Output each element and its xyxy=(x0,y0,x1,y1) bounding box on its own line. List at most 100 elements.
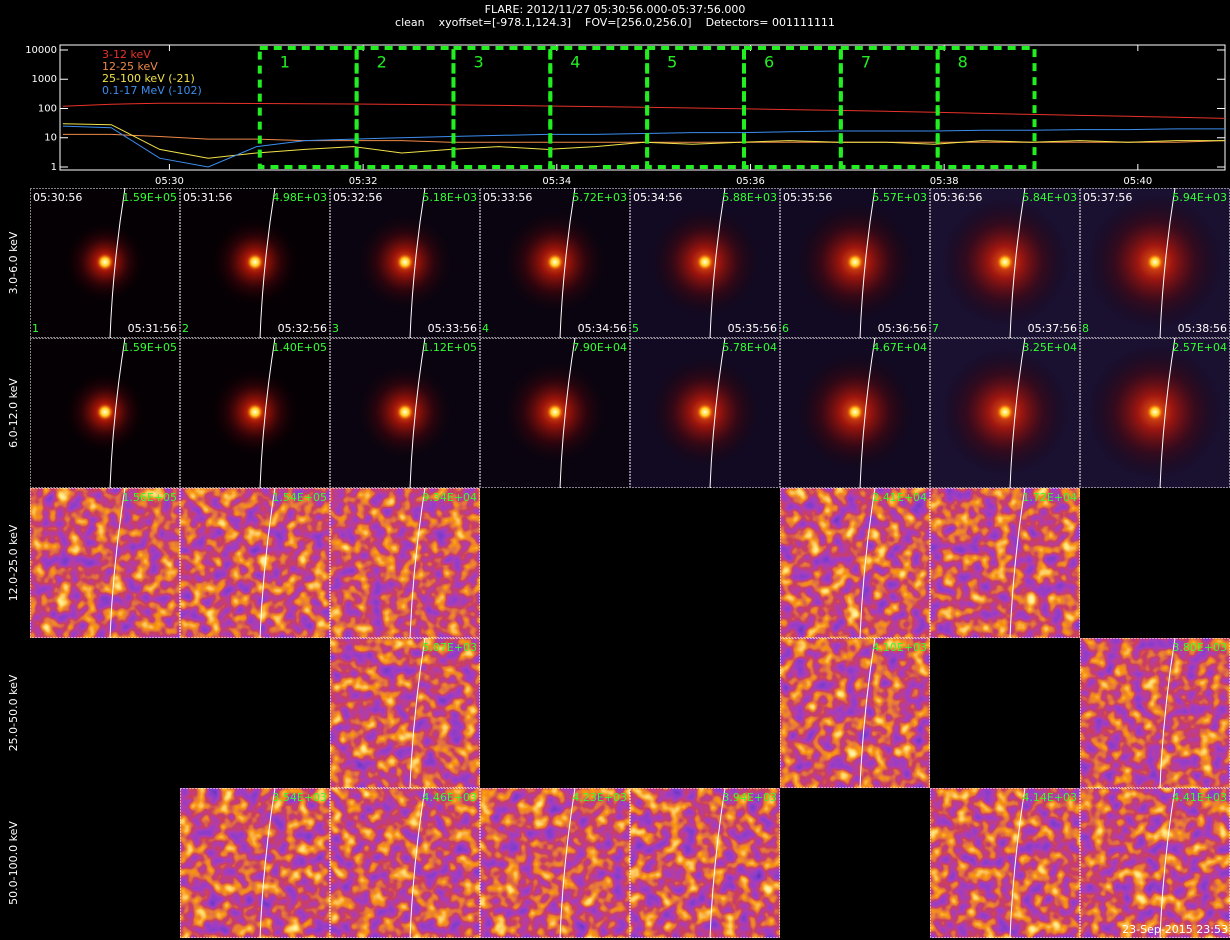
row-label: 12.0-25.0 keV xyxy=(7,524,20,601)
panel-frame xyxy=(330,788,480,938)
image-panel: 4.41E+03 xyxy=(1080,788,1230,938)
panel-frame xyxy=(30,188,180,338)
panel-start-time: 05:36:56 xyxy=(933,191,982,204)
panel-index: 6 xyxy=(782,322,789,335)
panel-max: 7.90E+04 xyxy=(572,341,627,354)
interval-label: 8 xyxy=(958,53,968,72)
solar-limb xyxy=(409,788,426,938)
panel-max: 3.94E+03 xyxy=(722,791,777,804)
series-line xyxy=(62,125,1225,168)
interval-label: 2 xyxy=(377,53,387,72)
panel-end-time: 05:35:56 xyxy=(728,322,777,335)
image-panel: 1.56E+05 xyxy=(30,488,180,638)
image-panel: 1.12E+05 xyxy=(330,338,480,488)
image-panel: 9.34E+04 xyxy=(330,488,480,638)
source-core xyxy=(247,254,263,270)
noise-image xyxy=(630,788,780,938)
source-core xyxy=(247,404,263,420)
panel-max: 3.80E+03 xyxy=(1172,641,1227,654)
row-label: 3.0-6.0 keV xyxy=(7,231,20,294)
chart-subtitle: clean xyoffset=[-978.1,124.3] FOV=[256.0… xyxy=(395,16,835,29)
solar-limb xyxy=(1009,488,1026,638)
noise-image xyxy=(930,488,1080,638)
panel-frame xyxy=(1080,788,1230,938)
image-panel: 1.40E+05 xyxy=(180,338,330,488)
solar-limb xyxy=(559,188,576,338)
panel-max: 4.41E+03 xyxy=(1172,791,1227,804)
panel-start-time: 05:32:56 xyxy=(333,191,382,204)
panel-frame xyxy=(30,338,180,488)
source-core xyxy=(397,254,413,270)
legend-entry: 0.1-17 MeV (-102) xyxy=(102,84,202,97)
noise-image xyxy=(480,788,630,938)
legend-entry: 12-25 keV xyxy=(102,60,158,73)
interval-box xyxy=(645,46,746,169)
panel-max: 1.72E+04 xyxy=(1022,491,1077,504)
panel-frame xyxy=(780,338,930,488)
x-tick-label: 05:38 xyxy=(930,176,959,187)
panel-frame xyxy=(480,788,630,938)
solar-limb xyxy=(559,788,576,938)
image-panel: 1.54E+05 xyxy=(180,488,330,638)
solar-limb xyxy=(259,188,276,338)
panel-frame xyxy=(1080,638,1230,788)
solar-limb xyxy=(1009,338,1026,488)
y-tick-label: 1000 xyxy=(32,74,57,85)
panel-max: 9.34E+04 xyxy=(422,491,477,504)
panel-frame xyxy=(1080,338,1230,488)
panel-frame xyxy=(630,188,780,338)
row-label: 6.0-12.0 keV xyxy=(7,378,20,448)
image-panel: 5.78E+04 xyxy=(630,338,780,488)
footer: 23-Sep-2015 23:53 xyxy=(1122,923,1228,936)
panel-frame xyxy=(330,338,480,488)
legend-entry: 3-12 keV xyxy=(102,48,151,61)
panel-max: 4.23E+03 xyxy=(572,791,627,804)
panel-max: 5.57E+03 xyxy=(872,191,927,204)
plot-frame xyxy=(59,44,1226,171)
image-panel: 2.41E+04 xyxy=(780,488,930,638)
panel-index: 4 xyxy=(482,322,489,335)
solar-limb xyxy=(1159,188,1176,338)
panel-max: 4.14E+03 xyxy=(1022,791,1077,804)
panel-frame xyxy=(330,188,480,338)
solar-limb xyxy=(1009,188,1026,338)
panel-max: 4.46E+03 xyxy=(422,791,477,804)
noise-image xyxy=(1080,788,1230,938)
panel-max: 3.25E+04 xyxy=(1022,341,1077,354)
panel-max: 1.59E+05 xyxy=(122,191,177,204)
source-core xyxy=(697,404,713,420)
x-tick-label: 05:40 xyxy=(1123,176,1152,187)
image-panel: 1.72E+04 xyxy=(930,488,1080,638)
noise-image xyxy=(330,788,480,938)
interval-label: 5 xyxy=(667,53,677,72)
panel-max: 5.78E+04 xyxy=(722,341,777,354)
image-panel: 5.57E+03 05:35:56 05:36:56 6 xyxy=(780,188,930,338)
panel-end-time: 05:31:56 xyxy=(128,322,177,335)
panel-frame xyxy=(930,338,1080,488)
panel-max: 3.54E+03 xyxy=(272,791,327,804)
row-label: 50.0-100.0 keV xyxy=(7,821,20,905)
source-core xyxy=(997,404,1013,420)
image-panel: 4.23E+03 xyxy=(480,788,630,938)
panel-frame xyxy=(630,338,780,488)
panel-start-time: 05:30:56 xyxy=(33,191,82,204)
panel-start-time: 05:37:56 xyxy=(1083,191,1132,204)
noise-image xyxy=(1080,638,1230,788)
solar-limb xyxy=(259,338,276,488)
panel-max: 2.41E+04 xyxy=(872,491,927,504)
image-panel: 2.57E+04 xyxy=(1080,338,1230,488)
solar-limb xyxy=(409,488,426,638)
panel-index: 2 xyxy=(182,322,189,335)
panel-frame xyxy=(780,638,930,788)
interval-box xyxy=(741,46,843,169)
interval-label: 7 xyxy=(861,53,871,72)
noise-image xyxy=(180,788,330,938)
x-tick-label: 05:32 xyxy=(349,176,378,187)
interval-label: 3 xyxy=(473,53,483,72)
panel-frame xyxy=(930,188,1080,338)
interval-box xyxy=(257,46,359,169)
interval-box xyxy=(354,46,456,169)
solar-limb xyxy=(1159,338,1176,488)
panel-frame xyxy=(180,788,330,938)
panel-end-time: 05:33:56 xyxy=(428,322,477,335)
